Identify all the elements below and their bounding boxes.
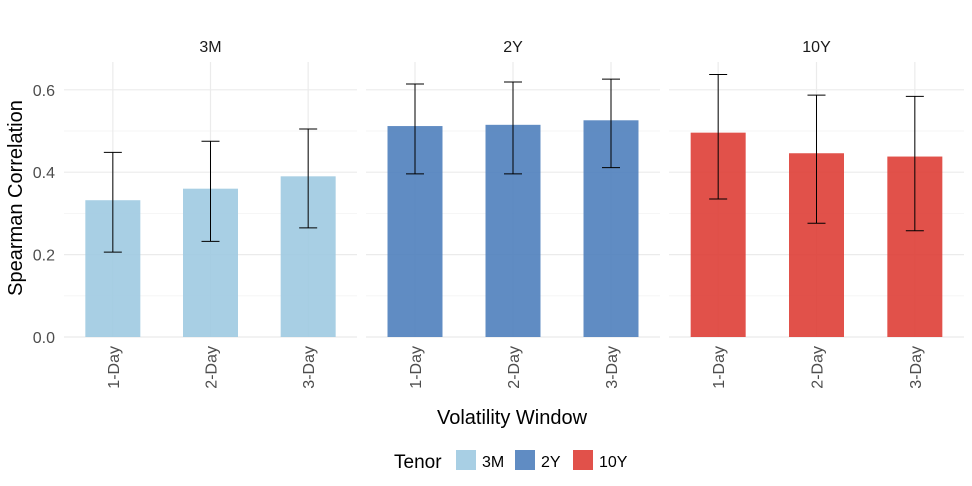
legend: Tenor 3M 2Y 10Y: [394, 450, 628, 473]
y-axis: 0.0 0.2 0.4 0.6: [33, 83, 55, 347]
legend-label: 2Y: [541, 454, 561, 471]
x-tick-label: 3-Day: [301, 346, 318, 389]
x-tick-label: 3-Day: [604, 346, 621, 389]
y-tick-label: 0.6: [33, 83, 55, 100]
panel-title: 10Y: [802, 39, 831, 56]
panel-3M: 3M 1-Day 2-Day 3-Day: [64, 39, 357, 389]
legend-key-10Y: [573, 450, 593, 470]
legend-key-2Y: [515, 450, 535, 470]
legend-label: 10Y: [599, 454, 628, 471]
panel-2Y: 2Y 1-Day 2-Day 3-Day: [366, 39, 660, 389]
x-tick-label: 3-Day: [908, 346, 925, 389]
y-tick-label: 0.4: [33, 165, 55, 182]
x-axis-title: Volatility Window: [437, 407, 588, 429]
legend-key-3M: [456, 450, 476, 470]
panel-title: 3M: [199, 39, 221, 56]
x-tick-label: 1-Day: [408, 346, 425, 389]
legend-label: 3M: [482, 454, 504, 471]
panel-title: 2Y: [503, 39, 523, 56]
facet-panels: 3M 1-Day 2-Day 3-Day 2Y 1-Day 2-Day 3-Day 10Y 1-D…: [64, 39, 964, 389]
legend-title: Tenor: [394, 452, 442, 473]
y-axis-title: Spearman Correlation: [5, 100, 27, 296]
x-tick-label: 2-Day: [810, 346, 827, 389]
x-tick-label: 1-Day: [106, 346, 123, 389]
y-tick-label: 0.0: [33, 330, 55, 347]
x-tick-label: 2-Day: [506, 346, 523, 389]
x-tick-label: 2-Day: [204, 346, 221, 389]
panel-10Y: 10Y 1-Day 2-Day 3-Day: [669, 39, 964, 389]
x-tick-label: 1-Day: [711, 346, 728, 389]
y-tick-label: 0.2: [33, 248, 55, 265]
